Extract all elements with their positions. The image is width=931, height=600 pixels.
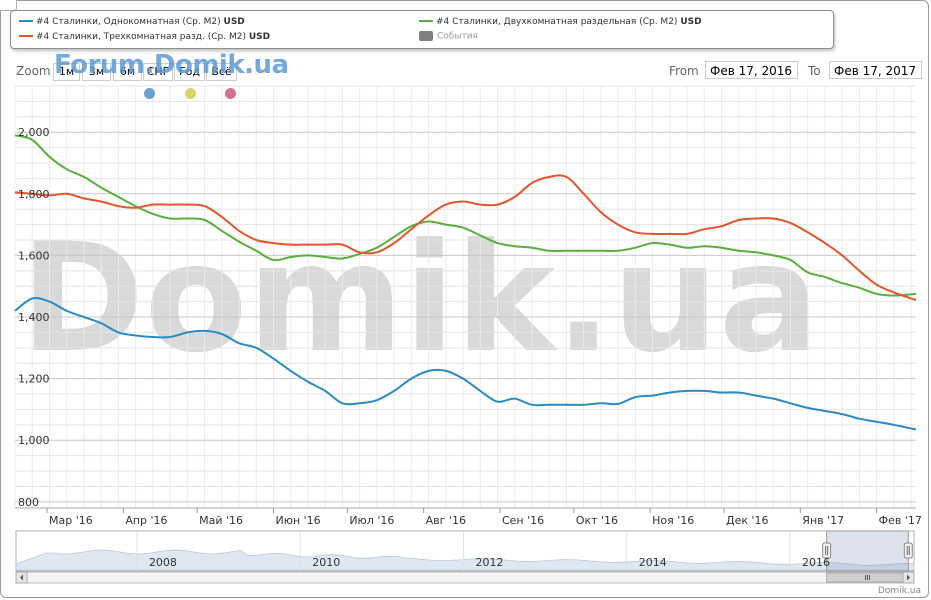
series-line-3room — [14, 174, 917, 302]
event-dot-yellow[interactable] — [185, 88, 196, 99]
navigator-handle[interactable] — [822, 542, 832, 559]
zoom-1m-button[interactable]: 1м — [53, 63, 80, 81]
y-tick-label: 1,200 — [18, 373, 50, 386]
x-tick-label: Сен '16 — [502, 514, 544, 527]
navigator-selection — [826, 530, 909, 572]
corner-tab[interactable] — [0, 0, 17, 11]
navigator-year-label: 2016 — [802, 556, 830, 569]
x-tick-label: Фев '17 — [879, 514, 922, 527]
axis-layer: 800 1,000 1,200 1,400 1,600 1,800 2,000 Мар '16… — [15, 126, 922, 527]
navigator-handle[interactable] — [903, 542, 913, 559]
navigator-year-label: 2010 — [312, 556, 340, 569]
to-date-input[interactable]: Фев 17, 2017 — [829, 61, 922, 79]
navigator-year-label: 2014 — [639, 556, 667, 569]
watermark-text: Domik.ua — [20, 212, 820, 386]
x-tick-label: Ноя '16 — [652, 514, 694, 527]
watermark-layer: Domik.ua — [20, 212, 820, 386]
legend-label: #4 Сталинки, Двухкомнатная раздельная (С… — [436, 17, 678, 27]
x-tick-label: Мар '16 — [49, 514, 93, 527]
zoom-year-button[interactable]: Год — [174, 63, 205, 81]
x-tick-label: Янв '17 — [802, 514, 844, 527]
legend-item-events[interactable]: События — [419, 31, 478, 42]
from-date-input[interactable]: Фев 17, 2016 — [705, 61, 798, 79]
zoom-ytd-button[interactable]: СНГ — [143, 63, 173, 81]
legend-label: #4 Сталинки, Трехкомнатная разд. (Ср. М2… — [36, 32, 246, 42]
events-swatch — [419, 31, 433, 41]
event-dot-blue[interactable] — [144, 88, 155, 99]
x-tick-label: Окт '16 — [576, 514, 618, 527]
y-tick-label: 1,000 — [18, 434, 50, 447]
grid-layer — [14, 85, 916, 508]
legend-swatch — [419, 19, 433, 22]
zoom-all-button[interactable]: Всё — [206, 63, 237, 81]
legend-swatch — [19, 19, 33, 22]
legend-item-2room[interactable]: #4 Сталинки, Двухкомнатная раздельная (С… — [419, 17, 702, 27]
legend-label: #4 Сталинки, Однокомнатная (Ср. М2) — [36, 17, 221, 27]
y-tick-label: 800 — [18, 496, 39, 509]
y-tick-label: 1,600 — [18, 249, 50, 262]
legend-unit: USD — [223, 17, 245, 27]
series-layer — [14, 134, 917, 431]
zoom-3m-button[interactable]: 3м — [82, 63, 111, 81]
x-tick-label: Апр '16 — [125, 514, 167, 527]
legend-item-3room[interactable]: #4 Сталинки, Трехкомнатная разд. (Ср. М2… — [19, 32, 270, 42]
x-tick-label: Май '16 — [199, 514, 243, 527]
x-tick-label: Авг '16 — [426, 514, 466, 527]
navigator-year-label: 2012 — [475, 556, 503, 569]
legend-label: События — [437, 31, 478, 42]
arrow-right-icon[interactable] — [907, 574, 910, 581]
x-tick-label: Дек '16 — [726, 514, 769, 527]
y-tick-label: 1,400 — [18, 311, 50, 324]
event-dot-pink[interactable] — [225, 88, 236, 99]
y-tick-label: 2,000 — [18, 126, 50, 139]
zoom-6m-button[interactable]: 6м — [113, 63, 142, 81]
from-label: From — [669, 64, 699, 78]
zoom-label: Zoom — [16, 64, 51, 78]
navigator-area — [15, 549, 915, 571]
x-tick-label: Июл '16 — [349, 514, 394, 527]
forum-logo: Forum.Domik.ua — [54, 50, 289, 80]
arrow-left-icon[interactable] — [20, 574, 23, 581]
x-tick-label: Июн '16 — [275, 514, 320, 527]
legend-unit: USD — [248, 32, 271, 42]
legend-unit: USD — [680, 17, 702, 27]
to-label: To — [808, 64, 821, 78]
y-tick-label: 1,800 — [18, 188, 50, 201]
legend-item-1room[interactable]: #4 Сталинки, Однокомнатная (Ср. М2) USD — [19, 17, 245, 27]
series-line-2room — [14, 134, 917, 297]
legend-swatch — [19, 34, 33, 37]
legend: #4 Сталинки, Однокомнатная (Ср. М2) USD … — [10, 10, 834, 49]
navigator-year-label: 2008 — [149, 556, 177, 569]
scrollbar-track[interactable] — [15, 571, 915, 584]
series-line-1room — [14, 297, 917, 431]
credit-link[interactable]: Domik.ua — [878, 586, 921, 596]
navigator-layer: 2008 2010 2012 2014 2016 — [15, 530, 915, 584]
